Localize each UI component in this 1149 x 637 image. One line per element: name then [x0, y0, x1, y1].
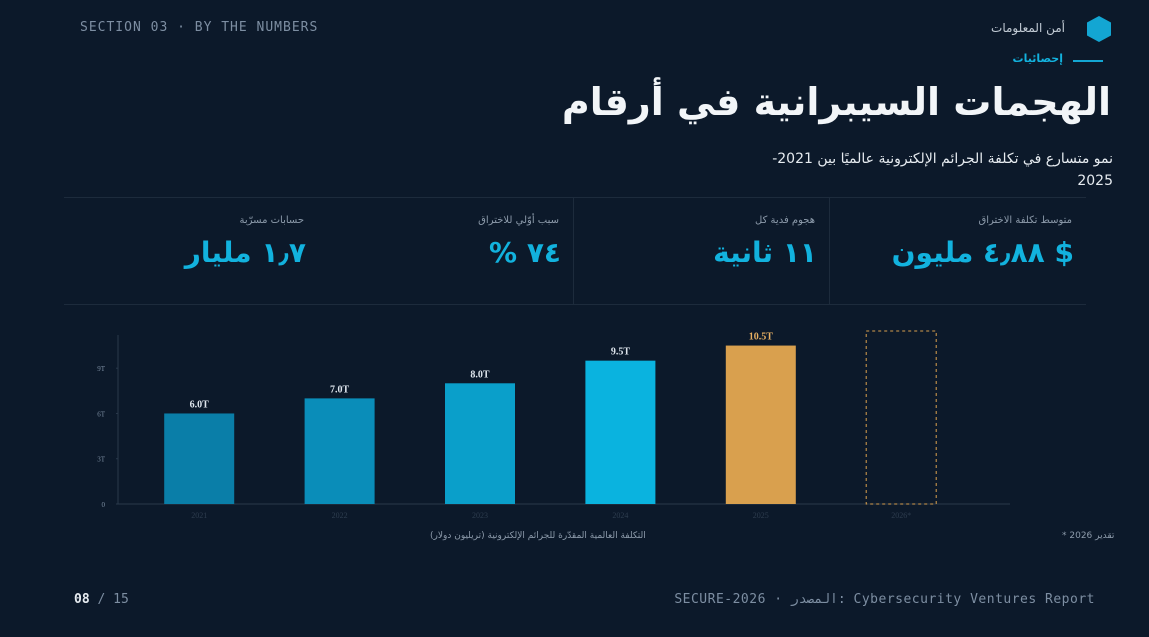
stat: هجوم فدية كل ١١ ثانية [574, 198, 829, 304]
brand-logo [1087, 16, 1111, 42]
eyebrow: إحصائيات [1012, 52, 1063, 65]
x-tick-label: 2021 [191, 511, 207, 520]
value-label: 8.0T [470, 369, 490, 380]
bar [164, 413, 235, 504]
stat-value: ٧٤ % [489, 236, 561, 269]
value-label: 10.5T [749, 332, 774, 343]
stat-value: ١٫٧ مليار [184, 236, 306, 269]
y-tick-label: 3T [97, 456, 106, 464]
stat-label: سبب أوّلي للاختراق [478, 215, 559, 226]
page-total: 15 [113, 592, 129, 607]
stat: متوسط تكلفة الاختراق $ ٤٫٨٨ مليون [830, 198, 1086, 304]
divider [829, 198, 830, 304]
value-label: 7.0T [330, 384, 350, 395]
source: SECURE-2026 · المصدر: Cybersecurity Vent… [674, 592, 1095, 607]
chart-note: تقدير 2026 * [1062, 531, 1115, 541]
divider [573, 198, 574, 304]
x-tick-label: 2024 [612, 511, 628, 520]
x-tick-label: 2025 [753, 511, 769, 520]
stat: حسابات مسرّبة ١٫٧ مليار [64, 198, 318, 304]
y-tick-label: 9T [97, 365, 106, 373]
eyebrow-rule [1073, 60, 1103, 62]
stat-label: متوسط تكلفة الاختراق [978, 215, 1072, 226]
divider [64, 304, 1086, 305]
bar [725, 345, 796, 504]
slide-title: الهجمات السيبرانية في أرقام [561, 80, 1111, 124]
y-tick-label: 6T [97, 410, 106, 418]
stat-value: $ ٤٫٨٨ مليون [891, 236, 1074, 269]
stat-value: ١١ ثانية [713, 236, 817, 269]
estimate-placeholder [865, 330, 937, 505]
x-axis-label: التكلفة العالمية المقدّرة للجرائم الإلكت… [430, 531, 646, 541]
value-label: 9.5T [611, 347, 631, 358]
y-tick-label: 0 [102, 501, 106, 509]
bar [445, 383, 515, 504]
stat-label: حسابات مسرّبة [239, 215, 304, 226]
pager: 08 / 15 [74, 592, 129, 607]
value-label: 6.0T [190, 399, 210, 410]
section-label: SECTION 03 · BY THE NUMBERS [80, 20, 319, 35]
page-number: 08 [74, 592, 90, 607]
x-tick-label: 2026* [891, 511, 911, 520]
bar [585, 360, 656, 504]
stat-label: هجوم فدية كل [755, 215, 815, 226]
brand-name: أمن المعلومات [991, 21, 1065, 35]
stat: سبب أوّلي للاختراق ٧٤ % [318, 198, 573, 304]
divider [64, 197, 1086, 198]
slide-subtitle: نمو متسارع في تكلفة الجرائم الإلكترونية … [772, 151, 1113, 189]
x-tick-label: 2022 [332, 511, 348, 520]
chart: تقدير 2026 * التكلفة العالمية المقدّرة ل… [97, 330, 1115, 541]
x-tick-label: 2023 [472, 511, 488, 520]
bar [304, 398, 375, 504]
